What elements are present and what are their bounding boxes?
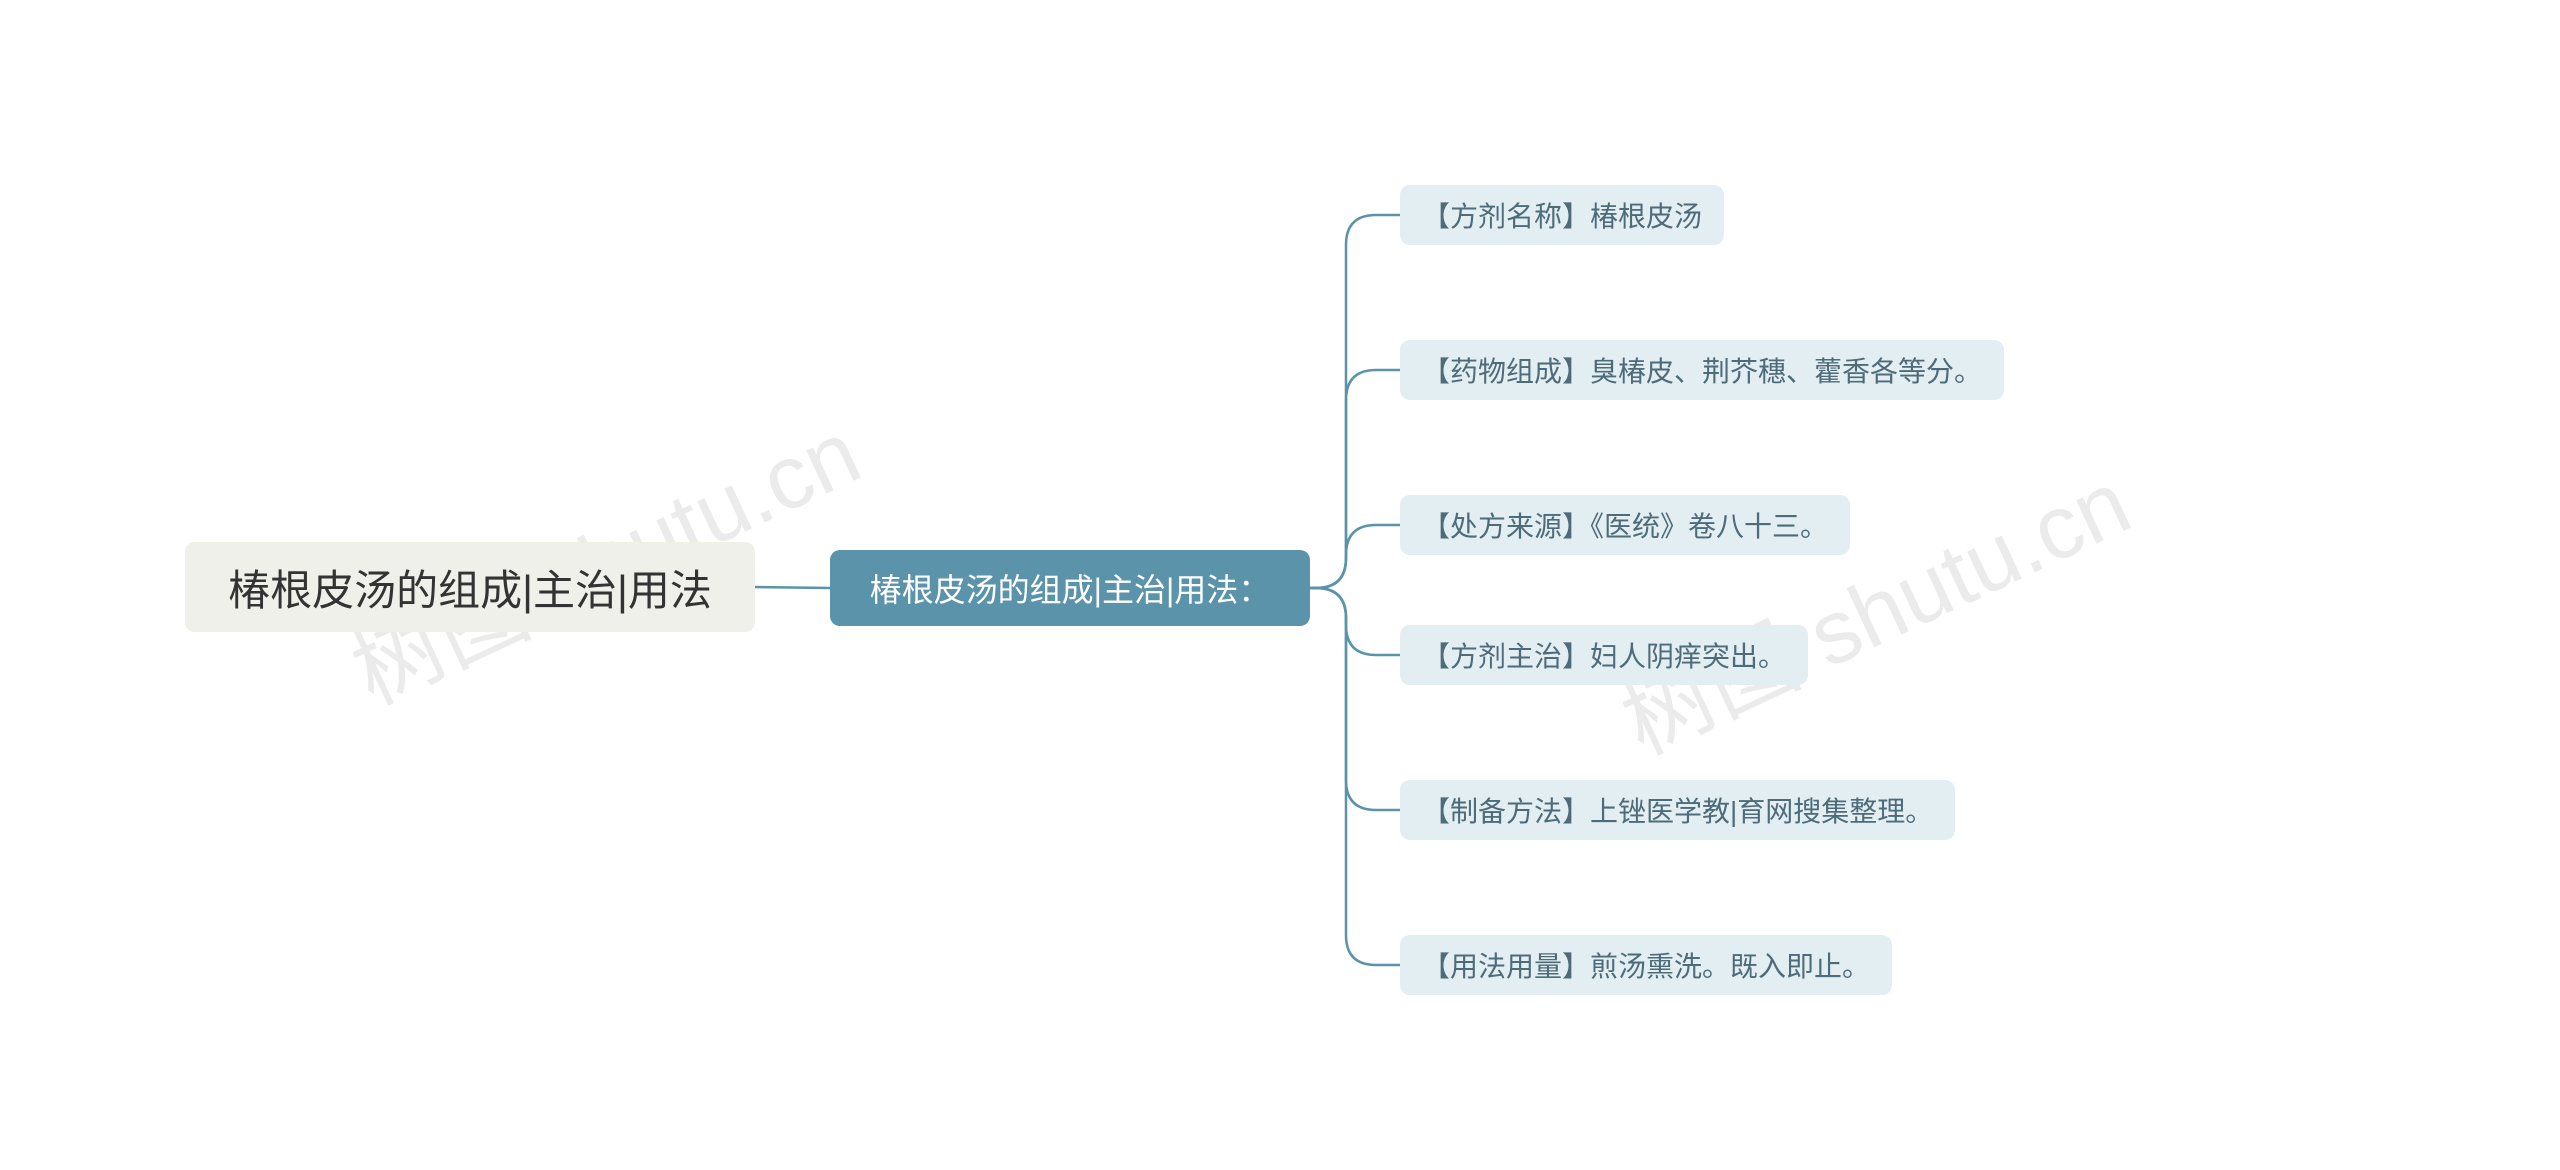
watermark-2: 树图 shutu.cn [1598, 431, 2147, 779]
leaf-node-2[interactable]: 【处方来源】《医统》卷八十三。 [1400, 495, 1850, 555]
leaf-node-4[interactable]: 【制备方法】上锉医学教|育网搜集整理。 [1400, 780, 1955, 840]
mindmap-container: 树图 shutu.cn 树图 shutu.cn 椿根皮汤的组成|主治|用法 椿根… [0, 0, 2560, 1170]
leaf-node-5[interactable]: 【用法用量】煎汤熏洗。既入即止。 [1400, 935, 1892, 995]
leaf-node-0[interactable]: 【方剂名称】椿根皮汤 [1400, 185, 1724, 245]
leaf-node-1[interactable]: 【药物组成】臭椿皮、荆芥穗、藿香各等分。 [1400, 340, 2004, 400]
root-node[interactable]: 椿根皮汤的组成|主治|用法 [185, 542, 755, 632]
branch-node[interactable]: 椿根皮汤的组成|主治|用法： [830, 550, 1310, 626]
leaf-node-3[interactable]: 【方剂主治】妇人阴痒突出。 [1400, 625, 1808, 685]
